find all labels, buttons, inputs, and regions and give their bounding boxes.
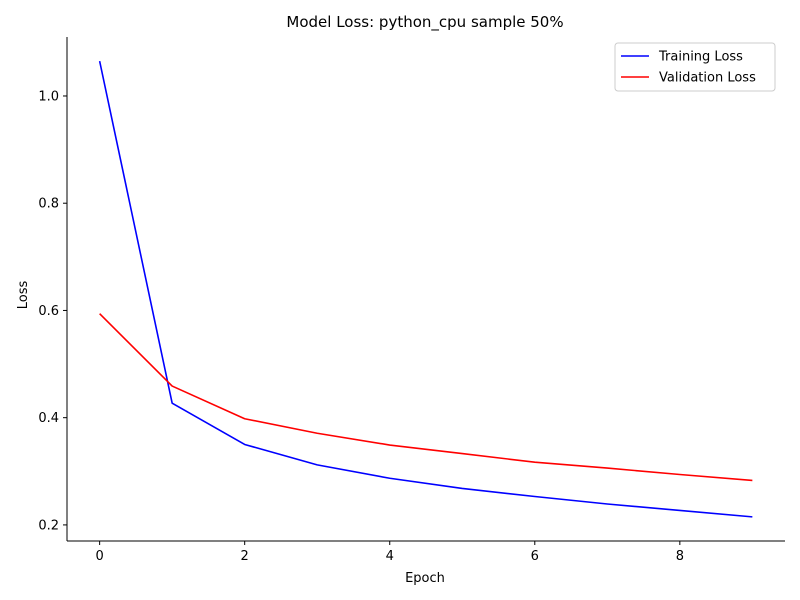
x-tick-label: 8 <box>676 549 684 564</box>
y-tick-label: 0.4 <box>38 411 59 426</box>
y-axis-label: Loss <box>16 281 31 310</box>
legend: Training Loss Validation Loss <box>614 42 776 92</box>
x-tick-label: 2 <box>241 549 249 564</box>
series-line-training-loss <box>98 60 753 518</box>
x-tick-label: 0 <box>95 549 103 564</box>
y-tick-label: 0.6 <box>38 304 59 319</box>
legend-label-training-loss: Training Loss <box>658 50 743 65</box>
series-line-validation-loss <box>99 313 753 482</box>
axes: 0 2 4 6 8 0.2 0.4 0.6 0.8 1.0 <box>38 37 785 564</box>
legend-label-validation-loss: Validation Loss <box>659 71 756 86</box>
series-lines <box>98 60 753 518</box>
y-tick-label: 0.8 <box>38 197 59 212</box>
x-axis-label: Epoch <box>405 571 445 586</box>
x-tick-label: 4 <box>386 549 394 564</box>
legend-box <box>614 42 776 92</box>
y-tick-label: 0.2 <box>38 518 59 533</box>
y-tick-label: 1.0 <box>38 89 59 104</box>
x-tick-label: 6 <box>531 549 539 564</box>
chart-title: Model Loss: python_cpu sample 50% <box>286 13 563 32</box>
